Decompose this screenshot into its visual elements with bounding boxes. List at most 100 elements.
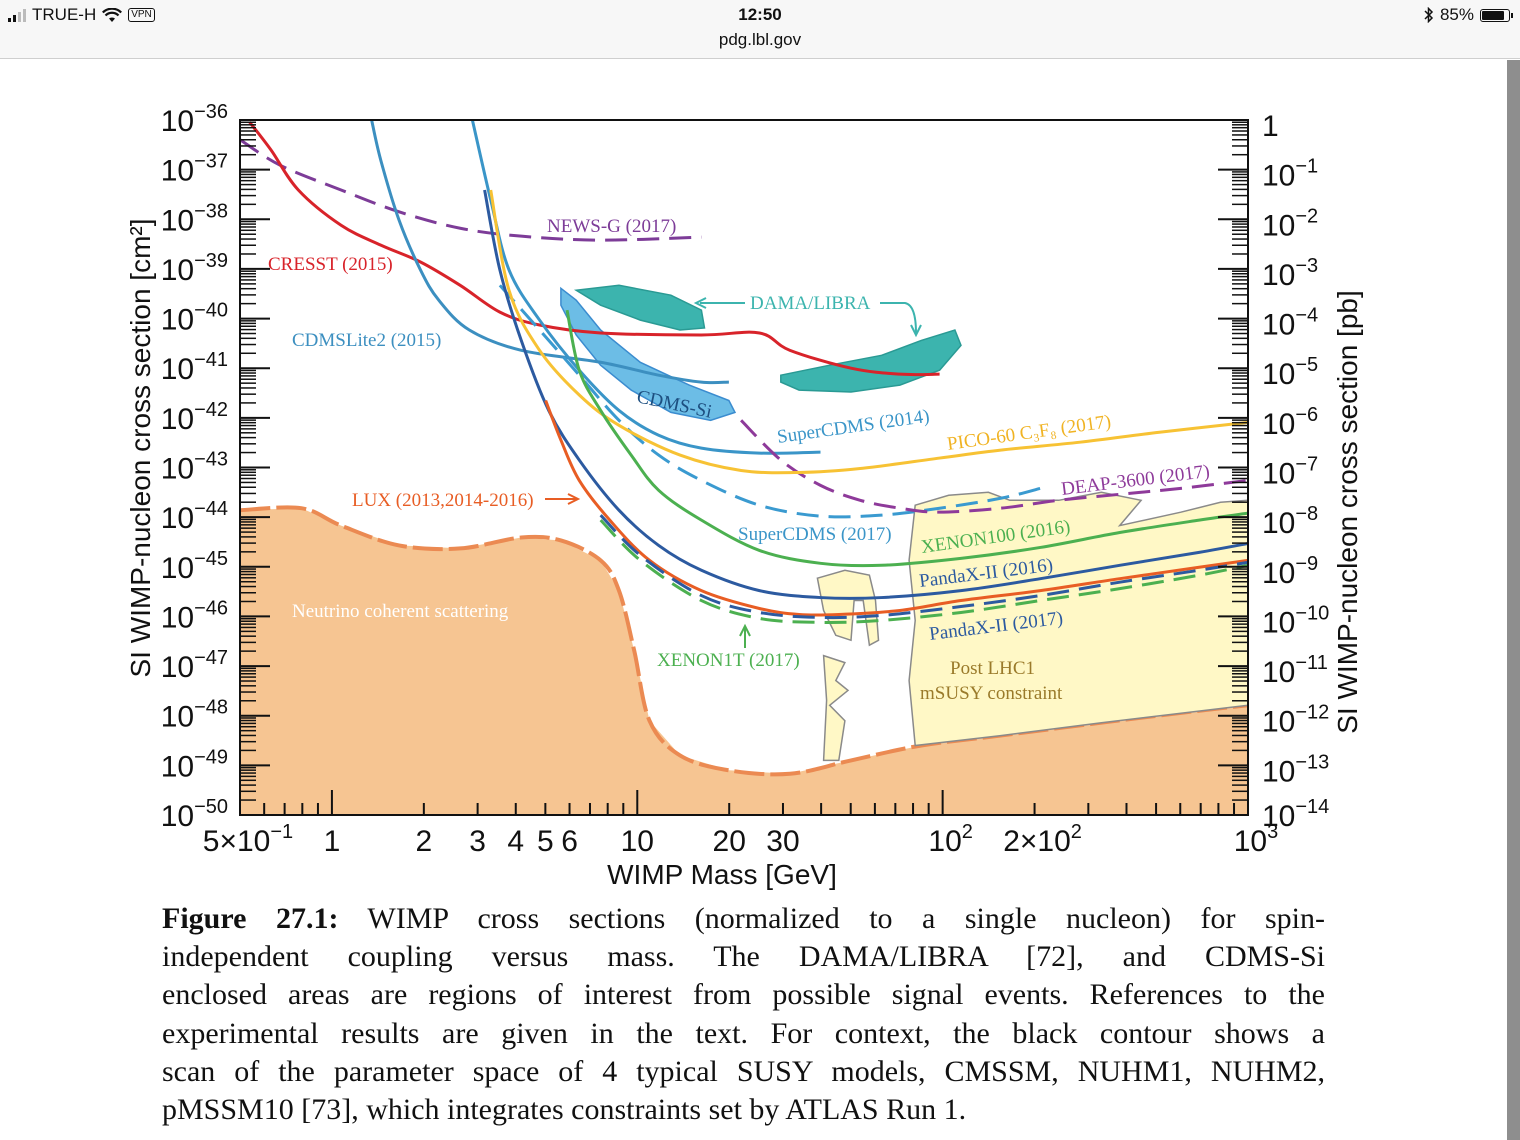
y-tick-label-left: 10−48 <box>161 697 228 734</box>
x-axis-title: WIMP Mass [GeV] <box>607 859 837 890</box>
annotation-lux-2013-2014-2016: LUX (2013,2014-2016) <box>352 490 534 511</box>
y-tick-label-right: 10−7 <box>1262 454 1318 491</box>
signal-icon <box>8 8 26 22</box>
x-tick-label: 20 <box>713 825 746 858</box>
region-msusy-island-1 <box>816 569 880 647</box>
x-tick-label: 6 <box>561 825 578 858</box>
y-tick-label-left: 10−40 <box>161 300 228 337</box>
annotation-news-g-2017: NEWS-G (2017) <box>547 216 676 237</box>
xenon1t-arrow <box>739 623 751 648</box>
lux-arrow <box>545 493 581 505</box>
y-tick-label-left: 10−46 <box>161 597 228 634</box>
y-tick-label-left: 10−49 <box>161 746 228 783</box>
series-layer <box>240 120 1248 624</box>
regions-layer <box>240 284 1248 815</box>
y-tick-label-right: 10−3 <box>1262 255 1318 292</box>
annotations-layer: NEWS-G (2017) CRESST (2015) CDMSLite2 (201… <box>268 216 1211 704</box>
y-axis-title-left: SI WIMP-nucleon cross section [cm²] <box>125 218 156 677</box>
status-center: 12:50 pdg.lbl.gov <box>0 5 1520 50</box>
battery-percent: 85% <box>1439 5 1474 24</box>
status-right: 85% <box>1424 5 1513 25</box>
y-tick-label-left: 10−43 <box>161 449 228 486</box>
y-tick-label-left: 10−44 <box>161 498 228 535</box>
region-dama-libra-low-mass <box>573 284 706 331</box>
annotation-dama-libra: DAMA/LIBRA <box>750 293 871 314</box>
y-tick-label-left: 10−50 <box>161 796 228 833</box>
y-tick-label-right: 10−4 <box>1262 305 1318 342</box>
x-tick-label: 3 <box>469 825 486 858</box>
y-tick-label-right: 10−12 <box>1262 702 1329 739</box>
caption-label: Figure 27.1: <box>162 902 339 935</box>
battery-icon <box>1480 8 1513 22</box>
y-tick-label-right: 1 <box>1262 110 1279 143</box>
x-tick-label: 30 <box>766 825 799 858</box>
y-tick-label-left: 10−39 <box>161 250 228 287</box>
y-tick-label-right: 10−2 <box>1262 205 1318 242</box>
y-tick-label-right: 10−9 <box>1262 553 1318 590</box>
caption-text: WIMP cross sections (normalized to a sin… <box>367 902 1325 935</box>
region-post-lhc1-msusy-constraint <box>908 491 1248 747</box>
axes-layer: 10−3610−3710−3810−3910−4010−4110−4210−43… <box>161 101 1330 858</box>
x-tick-label: 2×102 <box>1003 821 1082 858</box>
y-tick-label-right: 10−8 <box>1262 503 1318 540</box>
carrier-name: TRUE-H <box>32 5 97 24</box>
x-tick-label: 5 <box>537 825 554 858</box>
annotation-neutrino-coherent-scattering: Neutrino coherent scattering <box>292 601 509 622</box>
x-tick-label: 2 <box>416 825 433 858</box>
scrollbar[interactable] <box>1507 60 1520 1140</box>
annotation-cdmslite2-2015: CDMSLite2 (2015) <box>292 330 441 351</box>
x-tick-label: 1 <box>324 825 341 858</box>
y-tick-label-left: 10−36 <box>161 101 228 138</box>
arrow-head-icon <box>693 297 707 309</box>
annotation-supercdms-2014: SuperCDMS (2014) <box>776 406 931 448</box>
y-tick-label-right: 10−5 <box>1262 354 1318 391</box>
curve-lux-2013-2014-2016 <box>544 399 1248 617</box>
caption-line: scan of the parameter space of 4 typical… <box>162 1054 1325 1088</box>
caption-line: pMSSM10 [73], which integrates constrain… <box>162 1093 967 1127</box>
annotation-cresst-2015: CRESST (2015) <box>268 254 393 275</box>
annotation-msusy-constraint: mSUSY constraint <box>920 683 1063 704</box>
status-left: TRUE-H VPN <box>8 5 155 25</box>
annotation-supercdms-2017: SuperCDMS (2017) <box>738 524 892 545</box>
y-tick-label-left: 10−42 <box>161 399 228 436</box>
y-tick-label-right: 10−6 <box>1262 404 1318 441</box>
wifi-icon <box>102 7 123 22</box>
y-tick-label-right: 10−10 <box>1262 602 1329 639</box>
ios-status-bar: TRUE-H VPN 12:50 pdg.lbl.gov 85% <box>0 0 1520 59</box>
curve-cdmslite2-2015 <box>370 120 729 385</box>
region-neutrino-coherent-scattering <box>240 508 1248 815</box>
curve-pandax-ii-2016 <box>483 189 1248 600</box>
curve-pandax-ii-2017 <box>599 514 1248 620</box>
x-tick-label: 103 <box>1234 821 1279 858</box>
annotation-xenon1t-2017: XENON1T (2017) <box>657 650 800 671</box>
caption-line: independent coupling versus mass. The DA… <box>162 940 1325 974</box>
y-tick-label-right: 10−13 <box>1262 751 1329 788</box>
region-msusy-island-2 <box>822 654 850 762</box>
vpn-icon: VPN <box>128 8 155 22</box>
x-tick-label: 10 <box>621 825 654 858</box>
caption-line: Figure 27.1: WIMP cross sections (normal… <box>162 900 1325 938</box>
y-tick-label-left: 10−47 <box>161 647 228 684</box>
x-tick-label: 102 <box>928 821 973 858</box>
curve-xenon100-2016 <box>565 309 1248 568</box>
y-tick-label-right: 10−1 <box>1262 156 1318 193</box>
y-tick-label-right: 10−14 <box>1262 796 1329 833</box>
x-tick-label: 5×10−1 <box>203 821 293 858</box>
curve-xenon1t-2017 <box>599 519 1248 624</box>
x-tick-label: 4 <box>507 825 524 858</box>
y-tick-label-left: 10−38 <box>161 200 228 237</box>
caption-line: enclosed areas are regions of interest f… <box>162 978 1325 1012</box>
caption-line: experimental results are given in the te… <box>162 1016 1325 1050</box>
bluetooth-icon <box>1424 7 1434 23</box>
y-tick-label-left: 10−45 <box>161 548 228 585</box>
annotation-post-lhc1: Post LHC1 <box>950 658 1035 679</box>
curve-deap-3600-2017 <box>740 419 1248 514</box>
figure-caption: Figure 27.1: WIMP cross sections (normal… <box>162 900 1325 1129</box>
clock: 12:50 <box>738 5 782 24</box>
region-cdms-si <box>560 286 737 422</box>
dama-arrow-right <box>880 302 917 334</box>
battery-fill <box>1482 10 1505 20</box>
y-tick-label-left: 10−37 <box>161 151 228 188</box>
url-bar[interactable]: pdg.lbl.gov <box>718 30 802 49</box>
